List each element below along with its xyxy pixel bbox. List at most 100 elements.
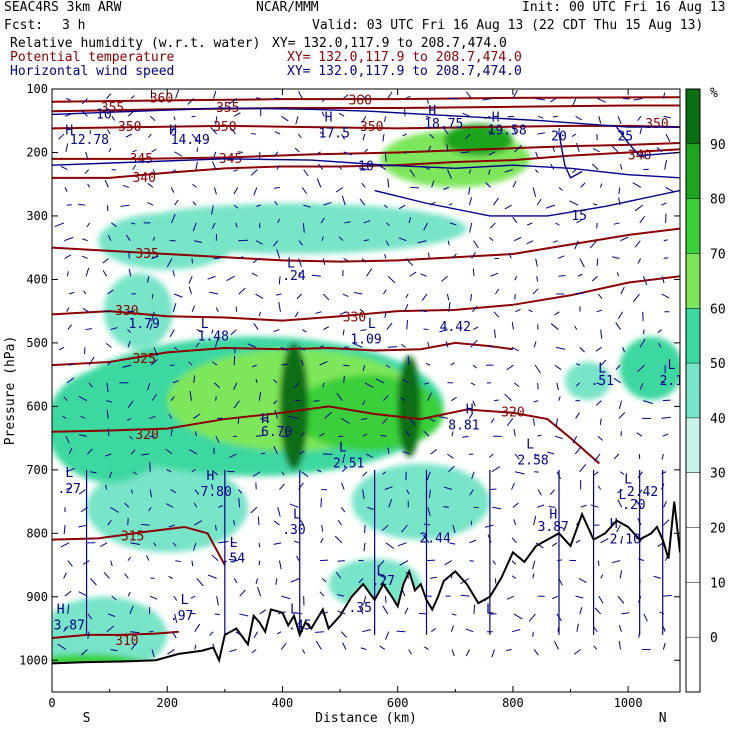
y-tick-label: 500 bbox=[26, 336, 48, 350]
x-tick-label: 1000 bbox=[614, 696, 643, 710]
wind-arrow bbox=[639, 128, 642, 135]
wind-arrow bbox=[316, 178, 322, 188]
wind-arrow bbox=[192, 222, 197, 232]
wind-arrow bbox=[506, 648, 512, 652]
wind-arrow bbox=[465, 649, 470, 657]
wind-arrow bbox=[386, 222, 390, 227]
wind-arrow bbox=[343, 151, 353, 156]
wind-arrow bbox=[382, 605, 389, 615]
wind-arrow bbox=[342, 453, 346, 464]
wind-arrow bbox=[489, 222, 496, 229]
wind-arrow bbox=[493, 329, 496, 338]
wind-arrow bbox=[336, 594, 345, 597]
wind-arrow bbox=[132, 149, 137, 153]
wind-arrow bbox=[103, 310, 109, 313]
wind-arrow bbox=[252, 471, 261, 477]
wind-arrow bbox=[272, 240, 279, 247]
wind-arrow bbox=[361, 95, 366, 99]
wind-arrow bbox=[512, 629, 521, 633]
wind-arrow bbox=[299, 450, 305, 455]
wind-arrow bbox=[344, 221, 351, 224]
wind-extremum-label: 3.87 bbox=[54, 618, 85, 633]
wind-arrow bbox=[64, 187, 68, 192]
wind-arrow bbox=[107, 362, 111, 366]
wind-arrow bbox=[580, 182, 586, 188]
wind-arrow bbox=[450, 362, 455, 366]
wind-arrow bbox=[274, 151, 279, 157]
wind-arrow bbox=[465, 91, 472, 99]
wind-arrow bbox=[341, 195, 346, 206]
wind-arrow bbox=[473, 604, 476, 614]
wind-arrow bbox=[83, 290, 87, 295]
wind-arrow bbox=[194, 431, 197, 437]
wind-arrow bbox=[404, 304, 409, 312]
wind-arrow bbox=[612, 256, 620, 259]
wind-arrow bbox=[532, 573, 535, 579]
wind-arrow bbox=[170, 396, 175, 401]
wind-arrow bbox=[149, 435, 155, 438]
colorbar-label: 80 bbox=[710, 193, 726, 208]
wind-arrow bbox=[428, 417, 436, 422]
wind-arrow bbox=[298, 271, 301, 277]
wind-arrow bbox=[319, 132, 325, 135]
wind-arrow bbox=[65, 435, 70, 444]
wind-arrow bbox=[533, 649, 539, 656]
wind-arrow bbox=[508, 252, 512, 259]
wind-arrow bbox=[67, 324, 73, 330]
wind-arrow bbox=[190, 595, 196, 599]
wind-arrow bbox=[69, 291, 75, 295]
wind-arrow bbox=[358, 578, 364, 584]
wind-arrow bbox=[280, 642, 287, 650]
wind-arrow bbox=[251, 272, 258, 277]
wind-arrow bbox=[576, 623, 579, 632]
x-tick-label: 600 bbox=[387, 696, 409, 710]
wind-arrow bbox=[406, 489, 410, 495]
rh-region bbox=[564, 361, 611, 401]
wind-arrow bbox=[301, 471, 309, 478]
wind-arrow bbox=[534, 364, 541, 374]
wind-arrow bbox=[193, 502, 198, 508]
wind-arrow bbox=[639, 338, 646, 348]
wind-arrow bbox=[188, 276, 193, 284]
wind-arrow bbox=[296, 293, 302, 300]
wind-arrow bbox=[577, 273, 583, 277]
wind-arrow bbox=[419, 309, 427, 313]
wind-arrow bbox=[473, 326, 479, 331]
wind-arrow bbox=[279, 483, 285, 490]
wind-arrow bbox=[424, 646, 429, 650]
wind-arrow bbox=[256, 204, 261, 207]
wind-arrow bbox=[384, 151, 387, 162]
wind-arrow bbox=[388, 499, 393, 508]
wind-arrow bbox=[423, 222, 428, 231]
wind-arrow bbox=[633, 98, 643, 101]
theta-contour-label: 310 bbox=[115, 634, 138, 649]
wind-arrow bbox=[537, 489, 542, 496]
wind-extremum-label: .51 bbox=[590, 374, 613, 389]
theta-contour bbox=[52, 141, 680, 160]
wind-arrow bbox=[384, 254, 387, 259]
wind-arrow bbox=[507, 115, 515, 118]
wind-arrow bbox=[470, 339, 478, 348]
wind-arrow bbox=[233, 112, 241, 117]
wind-arrow bbox=[385, 240, 390, 246]
wind-arrow bbox=[462, 435, 469, 438]
colorbar-frame bbox=[685, 88, 701, 693]
wind-arrow bbox=[85, 151, 89, 160]
wind-arrow bbox=[384, 311, 387, 318]
colorbar-label: 40 bbox=[710, 412, 726, 427]
wind-arrow bbox=[315, 640, 322, 650]
wind-arrow bbox=[84, 169, 90, 174]
wind-arrow bbox=[387, 178, 390, 188]
theta-contour-label: 360 bbox=[150, 92, 173, 107]
wind-arrow bbox=[511, 482, 515, 490]
wind-arrow bbox=[596, 382, 603, 386]
wind-arrow bbox=[592, 148, 600, 153]
x-tick-label: 800 bbox=[502, 696, 524, 710]
wind-arrow bbox=[288, 415, 299, 419]
wind-arrow bbox=[592, 203, 598, 206]
wind-arrow bbox=[593, 645, 598, 650]
field-wind-name: Horizontal wind speed bbox=[10, 64, 175, 79]
wind-arrow bbox=[428, 489, 432, 499]
wind-arrow bbox=[168, 575, 174, 579]
